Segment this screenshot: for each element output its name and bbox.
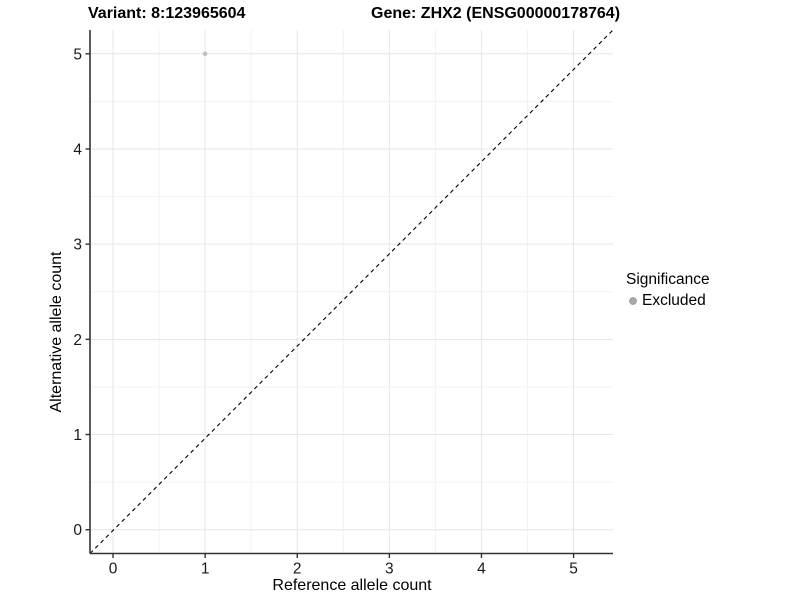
x-tick-label: 4 bbox=[477, 561, 486, 578]
y-tick-label: 3 bbox=[73, 237, 82, 254]
gene-title: Gene: ZHX2 (ENSG00000178764) bbox=[371, 5, 621, 22]
y-tick-label: 0 bbox=[73, 522, 82, 539]
legend-item-excluded: Excluded bbox=[626, 292, 710, 310]
excluded-point-icon bbox=[629, 297, 637, 305]
y-tick-label: 1 bbox=[73, 427, 82, 444]
y-tick-label: 2 bbox=[73, 332, 82, 349]
data-point bbox=[202, 51, 208, 57]
y-axis-title: Alternative allele count bbox=[48, 251, 65, 413]
legend: Significance Excluded bbox=[626, 271, 710, 310]
legend-item-label: Excluded bbox=[642, 292, 706, 309]
y-tick-label: 5 bbox=[73, 46, 82, 63]
legend-title: Significance bbox=[626, 271, 710, 288]
identity-line bbox=[89, 29, 614, 554]
x-axis-title: Reference allele count bbox=[272, 577, 432, 594]
y-tick-label: 4 bbox=[73, 141, 82, 158]
variant-title: Variant: 8:123965604 bbox=[88, 5, 246, 22]
x-tick-label: 0 bbox=[109, 561, 118, 578]
x-tick-label: 1 bbox=[201, 561, 210, 578]
x-tick-label: 2 bbox=[293, 561, 302, 578]
x-tick-label: 5 bbox=[569, 561, 578, 578]
x-tick-label: 3 bbox=[385, 561, 394, 578]
